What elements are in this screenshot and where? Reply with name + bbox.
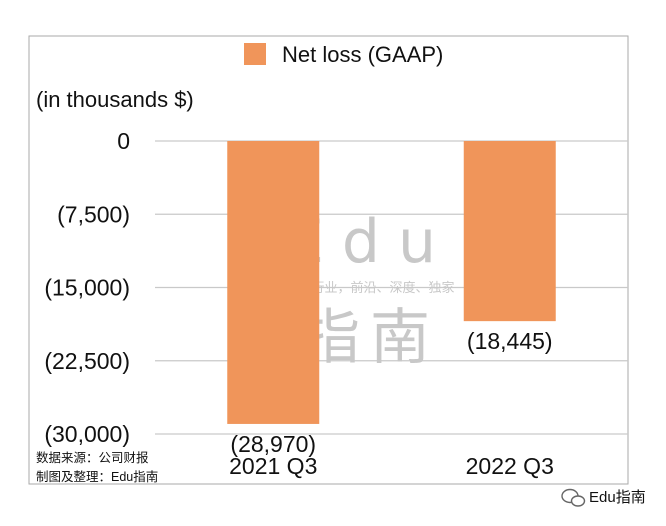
- data-labels: (28,970) (18,445): [230, 328, 552, 457]
- y-tick-label: (7,500): [57, 201, 130, 227]
- unit-label: (in thousands $): [36, 87, 194, 112]
- watermark-tagline: 教育行业，前沿、深度、独家: [285, 280, 454, 296]
- data-label: (18,445): [467, 328, 553, 354]
- legend-swatch: [244, 43, 266, 65]
- y-tick-label: (15,000): [44, 275, 130, 301]
- source-note-line2: 制图及整理：Edu指南: [36, 469, 158, 484]
- y-axis-ticks: 0 (7,500) (15,000) (22,500) (30,000): [44, 128, 130, 447]
- bar: [463, 141, 556, 322]
- legend-label: Net loss (GAAP): [282, 42, 443, 67]
- watermark-cjk: 指南: [300, 303, 440, 373]
- data-label: (28,970): [230, 431, 316, 457]
- y-tick-label: (30,000): [44, 421, 130, 447]
- x-tick-label: 2022 Q3: [466, 453, 554, 479]
- y-tick-label: 0: [117, 128, 130, 154]
- x-tick-label: 2021 Q3: [229, 453, 317, 479]
- footer-brand-text: Edu指南: [589, 489, 646, 506]
- y-tick-label: (22,500): [44, 348, 130, 374]
- source-note-line1: 数据来源：公司财报: [36, 450, 149, 465]
- bar: [227, 141, 320, 424]
- x-axis-ticks: 2021 Q3 2022 Q3: [229, 453, 554, 479]
- bars: [227, 141, 556, 424]
- wechat-icon: [561, 488, 586, 507]
